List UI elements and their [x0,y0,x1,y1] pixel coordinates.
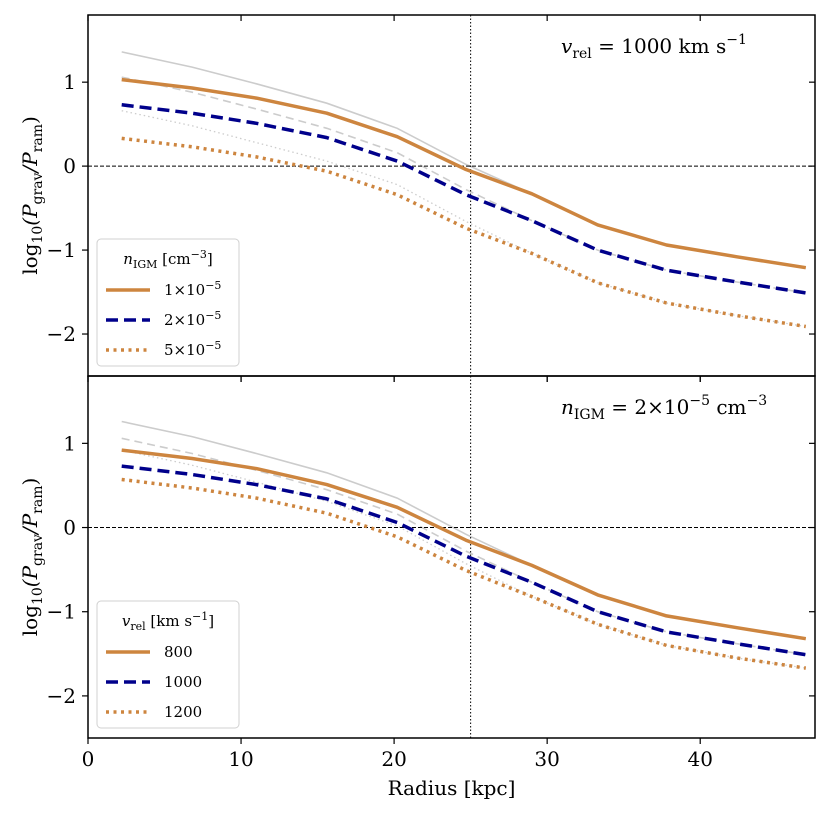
legend-label-3: 1200 [164,703,202,721]
y-axis-label: log10(Pgrav/Pram) [18,116,46,275]
legend: nIGM [cm−3] 1×10−5 2×10−5 5×10−5 [96,238,240,367]
x-axis-label: Radius [kpc] [388,776,516,800]
legend-title: vrel [km s−1] [122,610,214,633]
x-tick-label: 20 [381,747,406,771]
x-tick-label: 30 [534,747,559,771]
x-tick-label: 40 [687,747,712,771]
legend: vrel [km s−1] 800 1000 1200 [96,600,240,729]
plot-area [88,376,815,738]
x-tick-label: 0 [82,747,95,771]
panel-top: −2 −1 0 1 log10(Pgrav/Pram) vrel = 1000 km s−… [18,14,816,382]
x-tick-label: 10 [228,747,253,771]
y-tick-label: −2 [47,684,76,708]
panel-annotation: vrel = 1000 km s−1 [561,32,747,62]
y-tick-label: 0 [63,154,76,178]
y-tick-label: 0 [63,516,76,540]
y-tick-label: 1 [63,431,76,455]
axes-frame [87,375,816,739]
ghost-line-dotted [121,449,806,669]
ghost-line-dotted [121,110,806,328]
series-line-2 [121,464,807,657]
y-axis-label: log10(Pgrav/Pram) [18,478,46,637]
legend-label-2: 2×10−5 [164,309,221,329]
y-tick-label: −1 [47,600,76,624]
legend-label-1: 1×10−5 [164,279,221,299]
panel-annotation: nIGM = 2×10−5 cm−3 [561,393,767,423]
legend-label-2: 1000 [164,673,202,691]
legend-box [96,238,240,367]
legend-box [96,600,240,729]
legend-title: nIGM [cm−3] [123,248,212,271]
series-line-1 [121,448,807,641]
y-tick-label: −2 [47,322,76,346]
series-line-3 [121,477,807,670]
ghost-line-solid [121,51,806,269]
series-line-3 [121,136,807,329]
plot-area [88,15,815,376]
legend-label-1: 800 [164,643,193,661]
series-line-1 [121,77,807,270]
legend-label-3: 5×10−5 [164,339,221,359]
series-line-2 [121,103,807,295]
y-tick-label: 1 [63,70,76,94]
y-tick-label: −1 [47,238,76,262]
